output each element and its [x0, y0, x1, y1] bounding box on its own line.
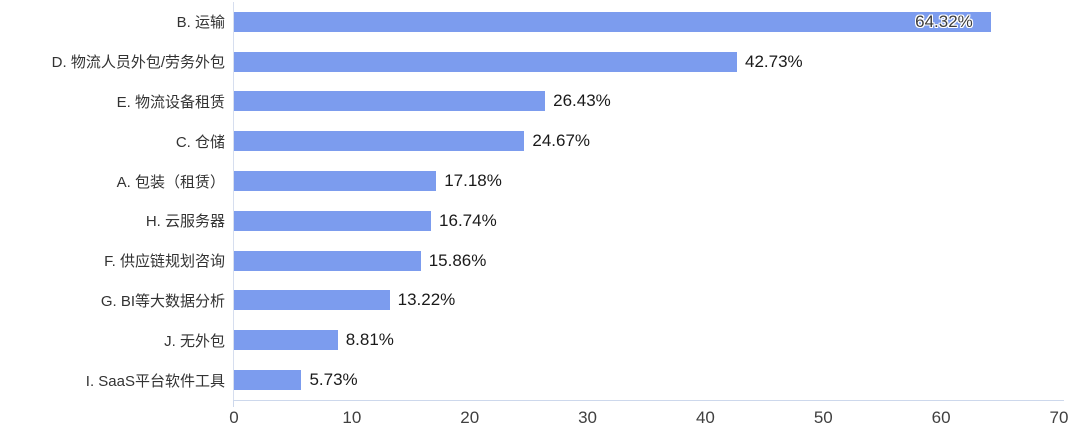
chart-row: J. 无外包 8.81% — [0, 320, 1080, 361]
category-label: H. 云服务器 — [145, 213, 225, 231]
bar — [234, 330, 338, 351]
x-tick-label: 50 — [813, 408, 833, 427]
bar-track: 42.73% — [233, 41, 1058, 82]
category-label: G. BI等大数据分析 — [100, 292, 225, 310]
bar-track: 16.74% — [233, 200, 1058, 241]
value-label: 24.67% — [532, 131, 591, 151]
bar — [234, 11, 992, 32]
category-label: E. 物流设备租赁 — [116, 93, 225, 111]
x-tick-label: 30 — [578, 408, 598, 427]
category-label: A. 包装（租赁） — [116, 173, 225, 191]
x-tick-label: 60 — [931, 408, 951, 427]
chart-row: D. 物流人员外包/劳务外包 42.73% — [0, 41, 1080, 82]
value-label: 5.73% — [309, 370, 358, 390]
x-axis-origin-tick — [233, 400, 234, 407]
value-label: 16.74% — [439, 210, 497, 230]
bar — [234, 51, 737, 72]
value-label: 42.73% — [744, 51, 803, 71]
x-tick-label: 10 — [342, 408, 362, 427]
bar-track: 26.43% — [233, 81, 1058, 122]
value-label: 26.43% — [553, 91, 611, 111]
value-label: 64.32% — [915, 11, 973, 31]
value-label: 17.18% — [444, 171, 502, 191]
x-tick-label: 20 — [460, 408, 480, 427]
value-label: 15.86% — [428, 250, 487, 270]
bar-track: 8.81% — [233, 320, 1058, 361]
value-label: 13.22% — [397, 290, 456, 310]
category-label: B. 运输 — [176, 14, 225, 32]
bar-track: 15.86% — [233, 240, 1058, 281]
value-label: 8.81% — [345, 330, 394, 350]
x-tick-label: 40 — [695, 408, 715, 427]
category-label: J. 无外包 — [164, 332, 225, 350]
bar — [234, 370, 302, 391]
plot-area: B. 运输 64.32% D. 物流人员外包/劳务外包 42.73% E. 物流… — [0, 2, 1080, 400]
bar — [234, 91, 546, 112]
x-tick-label: 70 — [1049, 408, 1069, 427]
bar — [234, 131, 525, 152]
bar-track: 5.73% — [233, 360, 1058, 400]
chart-row: H. 云服务器 16.74% — [0, 200, 1080, 241]
category-label: F. 供应链规划咨询 — [104, 253, 225, 271]
chart-row: B. 运输 64.32% — [0, 2, 1080, 42]
category-label: I. SaaS平台软件工具 — [85, 372, 225, 390]
chart-row: A. 包装（租赁） 17.18% — [0, 161, 1080, 201]
chart-row: G. BI等大数据分析 13.22% — [0, 280, 1080, 321]
bar-track: 13.22% — [233, 280, 1058, 321]
x-axis: 0 10 20 30 40 50 60 70 — [229, 408, 1068, 438]
chart-row: C. 仓储 24.67% — [0, 121, 1080, 162]
bar-track: 24.67% — [233, 121, 1058, 162]
chart-row: F. 供应链规划咨询 15.86% — [0, 240, 1080, 281]
chart-row: I. SaaS平台软件工具 5.73% — [0, 360, 1080, 400]
x-tick-label: 0 — [229, 408, 239, 427]
category-label: C. 仓储 — [175, 133, 225, 151]
category-label: D. 物流人员外包/劳务外包 — [51, 54, 225, 72]
x-axis-line — [233, 400, 1064, 401]
bar — [234, 210, 432, 231]
bar — [234, 250, 421, 271]
bar — [234, 290, 390, 311]
bar — [234, 171, 437, 192]
bar-track: 17.18% — [233, 161, 1058, 201]
chart-row: E. 物流设备租赁 26.43% — [0, 81, 1080, 122]
bar-track: 64.32% — [233, 2, 1058, 42]
